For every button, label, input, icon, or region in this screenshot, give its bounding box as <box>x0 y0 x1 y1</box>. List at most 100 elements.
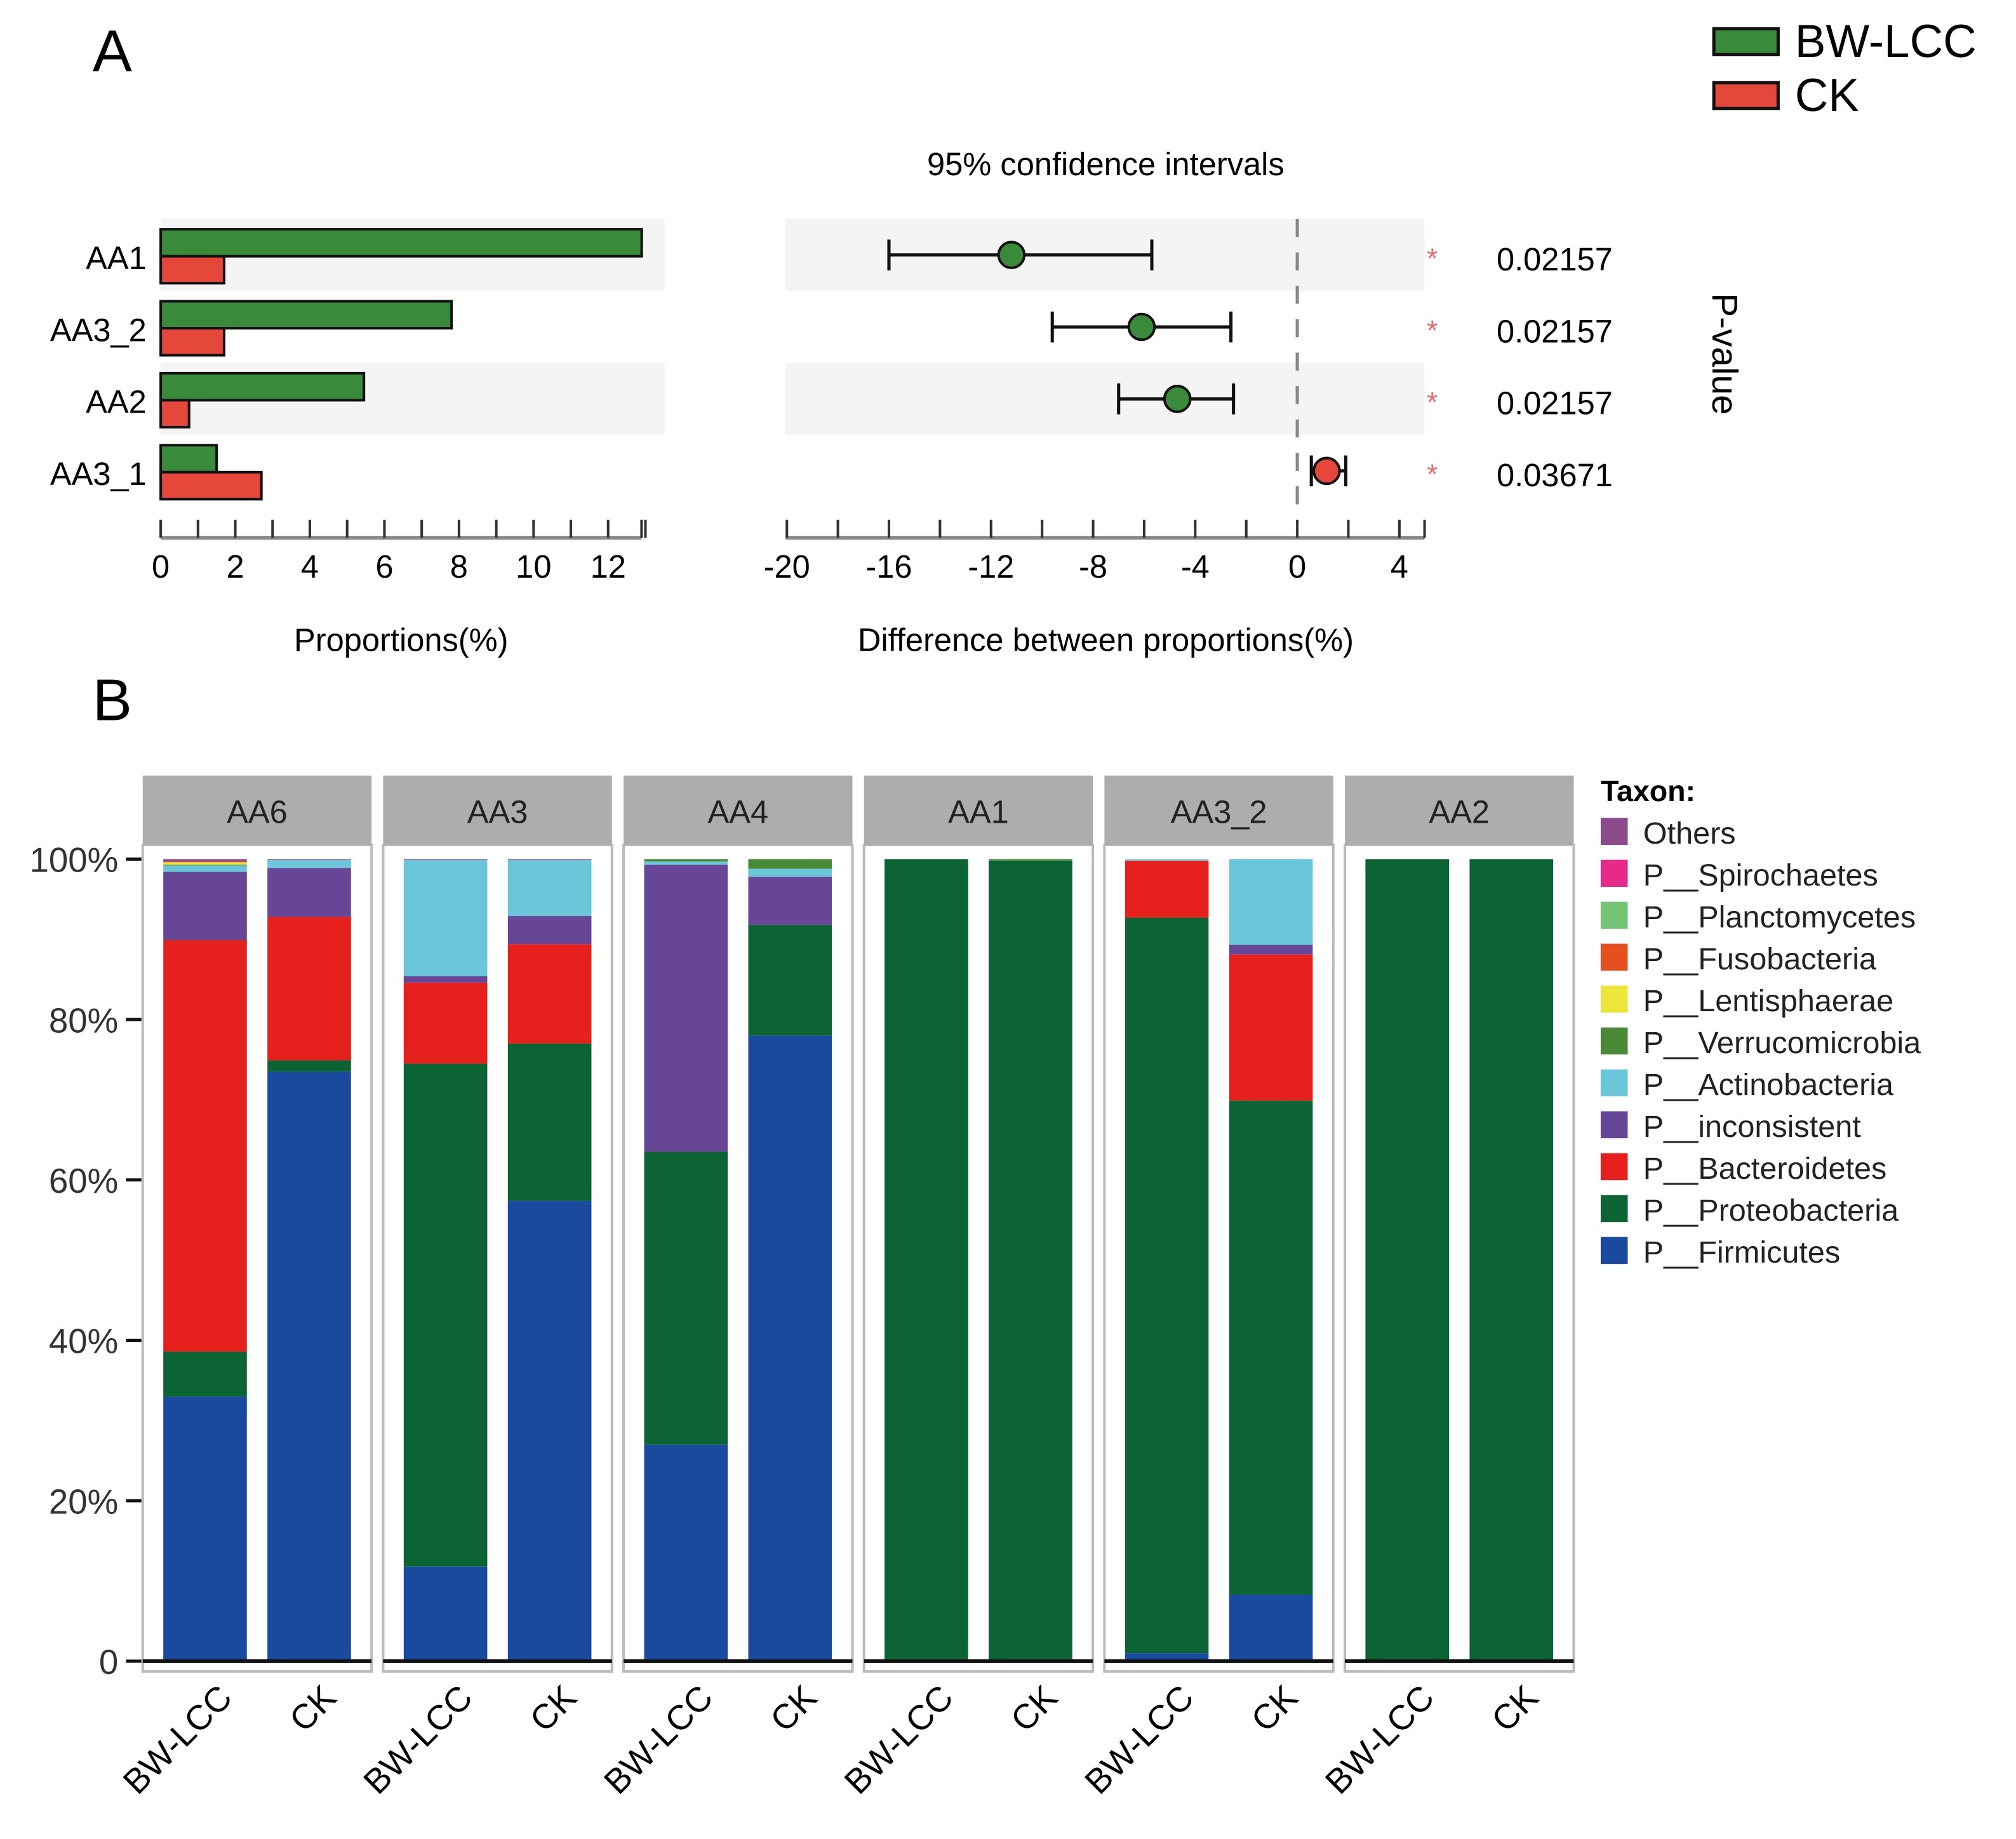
stack-segment-p-bacteroidetes <box>163 939 247 1352</box>
stack-segment-p-firmicutes <box>163 1396 247 1661</box>
x-tick-label: 12 <box>591 548 626 585</box>
legend-label: P__Verrucomicrobia <box>1643 1026 1921 1060</box>
stack-segment-p-inconsistent <box>163 872 247 940</box>
stack-segment-p-fusobacteria <box>163 861 247 863</box>
significance-marker: * <box>1427 459 1438 490</box>
stack-segment-p-actinobacteria <box>267 860 351 868</box>
diff-point <box>1312 456 1341 486</box>
x-tick-label: 4 <box>301 548 319 585</box>
x-tick-label: BW-LCC <box>1318 1678 1441 1802</box>
stack-segment-p-proteobacteria <box>1365 859 1450 1661</box>
ci-title: 95% confidence intervals <box>927 146 1285 182</box>
stack-segment-p-proteobacteria <box>403 1063 488 1567</box>
legend-swatch-ck <box>1712 81 1780 110</box>
x-tick-label: -20 <box>764 548 810 585</box>
facet-strip <box>864 775 1093 846</box>
category-label: AA3_1 <box>50 456 147 492</box>
diff-point <box>997 241 1026 269</box>
x-tick-label: 2 <box>226 548 244 585</box>
x-tick-label: CK <box>282 1678 344 1739</box>
significance-marker: * <box>1427 387 1438 418</box>
bar-ck <box>159 327 225 357</box>
bar-ck <box>159 470 263 501</box>
x-tick-label: BW-LCC <box>596 1678 720 1802</box>
stack-segment-others <box>163 859 247 862</box>
legend-swatch <box>1600 985 1628 1013</box>
stack-segment-p-actinobacteria <box>1229 859 1313 945</box>
stack-segment-p-proteobacteria <box>1469 859 1554 1661</box>
stack-segment-p-actinobacteria <box>644 861 728 865</box>
diff-point <box>1127 312 1156 342</box>
x-tick-label: -12 <box>968 548 1014 585</box>
stack-segment-p-actinobacteria <box>748 868 832 877</box>
stack-segment-p-proteobacteria <box>267 1060 351 1072</box>
stack-segment-p-inconsistent <box>748 877 832 925</box>
legend-label: CK <box>1795 70 1859 121</box>
x-tick-label: 0 <box>1288 548 1306 585</box>
stack-segment-p-proteobacteria <box>748 924 832 1036</box>
facet-strip <box>624 775 853 846</box>
stack-segment-others <box>403 859 488 860</box>
legend-swatch-bw-lcc <box>1712 27 1780 56</box>
legend-label: P__Bacteroidetes <box>1643 1152 1886 1186</box>
x-tick-label: CK <box>523 1678 584 1739</box>
x-tick-label: 6 <box>375 548 393 585</box>
x-tick-label: CK <box>1003 1678 1065 1739</box>
legend-label: P__Lentisphaerae <box>1643 984 1893 1018</box>
panel-label-b: B <box>93 667 132 733</box>
stack-segment-p-inconsistent <box>507 916 592 945</box>
stack-segment-p-bacteroidetes <box>1125 860 1209 918</box>
stack-segment-p-firmicutes <box>1229 1594 1313 1661</box>
bar-ck <box>159 255 225 285</box>
stack-segment-p-proteobacteria <box>885 859 968 1661</box>
x-tick-label: 10 <box>516 548 551 585</box>
bar-bw-lcc <box>159 300 453 330</box>
facet-label: AA3 <box>467 794 528 830</box>
facet-strip <box>1104 775 1333 846</box>
legend-label: P__inconsistent <box>1643 1110 1861 1144</box>
legend-label: P__Fusobacteria <box>1643 942 1877 976</box>
legend-swatch <box>1600 860 1628 887</box>
legend-label: P__Proteobacteria <box>1643 1193 1899 1228</box>
diff-point <box>1163 385 1192 413</box>
facet-label: AA1 <box>948 794 1009 830</box>
stack-segment-p-proteobacteria <box>644 1152 728 1445</box>
p-value: 0.02157 <box>1497 313 1613 349</box>
bar-bw-lcc <box>159 371 366 402</box>
bar-bw-lcc <box>159 228 643 258</box>
x-tick-label: CK <box>1244 1678 1305 1739</box>
stack-segment-p-proteobacteria <box>989 860 1072 1661</box>
stack-segment-p-inconsistent <box>403 976 488 983</box>
stack-segment-p-bacteroidetes <box>1229 954 1313 1101</box>
facet-strip <box>1345 775 1574 846</box>
stack-segment-p-inconsistent <box>644 865 728 1152</box>
facet-label: AA3_2 <box>1171 794 1267 830</box>
facet-strip <box>383 775 612 846</box>
stack-segment-p-proteobacteria <box>507 1043 592 1201</box>
legend-swatch <box>1600 1195 1628 1223</box>
legend-swatch <box>1600 1111 1628 1139</box>
x-tick-label: -8 <box>1079 548 1107 585</box>
stack-segment-p-bacteroidetes <box>403 982 488 1064</box>
stack-segment-p-proteobacteria <box>1125 917 1209 1654</box>
y-tick-label: 60% <box>49 1162 118 1200</box>
difference-xlabel: Difference between proportions(%) <box>858 621 1354 658</box>
x-tick-label: BW-LCC <box>356 1678 480 1802</box>
x-tick-label: BW-LCC <box>116 1678 239 1802</box>
x-tick-label: BW-LCC <box>837 1678 961 1802</box>
legend-swatch <box>1600 818 1628 846</box>
stack-segment-p-inconsistent <box>267 868 351 917</box>
pvalue-label: P-value <box>1704 293 1744 415</box>
category-label: AA3_2 <box>50 312 147 348</box>
stack-segment-p-bacteroidetes <box>507 944 592 1044</box>
x-tick-label: -16 <box>865 548 912 585</box>
stack-segment-p-firmicutes <box>1125 1653 1209 1661</box>
stack-segment-p-actinobacteria <box>1125 859 1209 861</box>
stack-segment-p-actinobacteria <box>507 860 592 917</box>
x-tick-label: CK <box>763 1678 824 1739</box>
stack-segment-p-actinobacteria <box>163 865 247 872</box>
y-tick-label: 100% <box>29 841 118 880</box>
stack-segment-p-bacteroidetes <box>267 917 351 1061</box>
y-tick-label: 80% <box>49 1001 118 1040</box>
